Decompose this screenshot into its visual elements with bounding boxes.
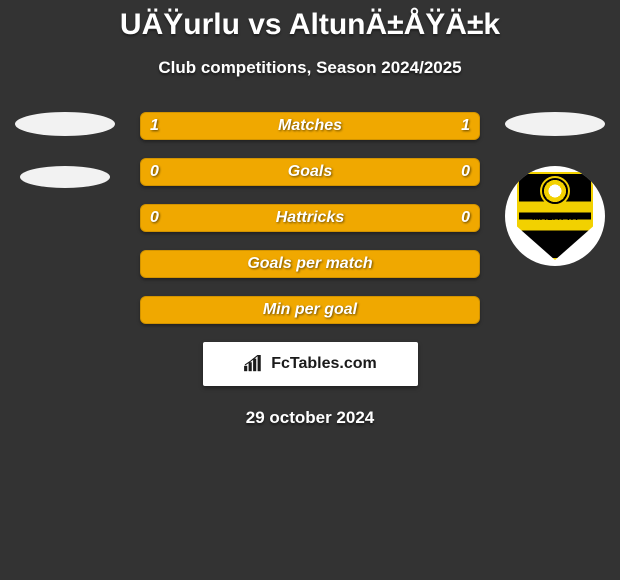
stat-label: Goals per match <box>247 255 372 273</box>
stat-label: Min per goal <box>263 301 357 319</box>
stat-bar-goals-per-match: Goals per match <box>140 250 480 278</box>
comparison-content: MALATYA 1 Matches 1 0 Goals 0 0 Hattrick… <box>0 112 620 428</box>
right-club-badge: MALATYA <box>505 166 605 266</box>
shield-text: MALATYA <box>517 212 593 222</box>
brand-link[interactable]: FcTables.com <box>203 342 418 386</box>
stat-bar-goals: 0 Goals 0 <box>140 158 480 186</box>
brand-text: FcTables.com <box>271 355 377 373</box>
page-subtitle: Club competitions, Season 2024/2025 <box>0 58 620 78</box>
right-player-avatar-placeholder <box>505 112 605 136</box>
stat-bar-hattricks: 0 Hattricks 0 <box>140 204 480 232</box>
shield-emblem-icon <box>540 176 570 206</box>
left-player-avatar-placeholder <box>15 112 115 136</box>
stat-left-value: 1 <box>150 117 159 135</box>
snapshot-date: 29 october 2024 <box>0 408 620 428</box>
stat-right-value: 0 <box>461 163 470 181</box>
page-title: UÄŸurlu vs AltunÄ±ÅŸÄ±k <box>0 0 620 42</box>
stat-bar-matches: 1 Matches 1 <box>140 112 480 140</box>
bar-chart-icon <box>243 355 265 373</box>
left-club-logo-placeholder <box>20 166 110 188</box>
stat-label: Hattricks <box>276 209 344 227</box>
stat-bar-min-per-goal: Min per goal <box>140 296 480 324</box>
stat-bars: 1 Matches 1 0 Goals 0 0 Hattricks 0 Goal… <box>140 112 480 324</box>
stat-label: Goals <box>288 163 332 181</box>
right-player-col: MALATYA <box>500 112 610 266</box>
stat-right-value: 1 <box>461 117 470 135</box>
left-player-col <box>10 112 120 188</box>
stat-right-value: 0 <box>461 209 470 227</box>
stat-left-value: 0 <box>150 209 159 227</box>
stat-label: Matches <box>278 117 342 135</box>
stat-left-value: 0 <box>150 163 159 181</box>
